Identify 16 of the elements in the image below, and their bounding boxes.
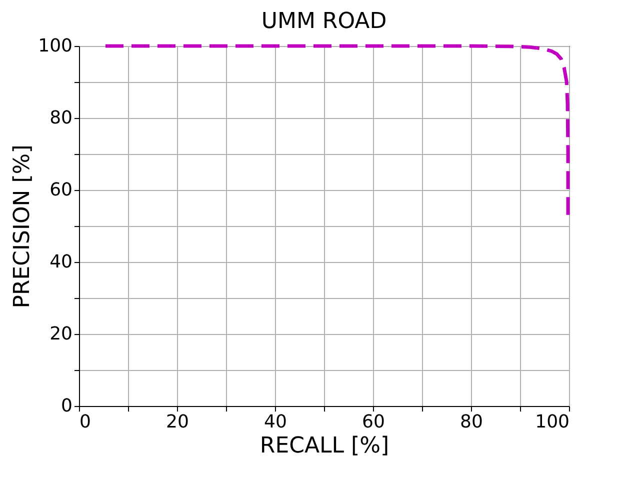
y-axis-title: PRECISION [%] <box>10 144 36 308</box>
y-tick-label: 80 <box>50 108 72 128</box>
x-tick-label: 60 <box>362 412 385 432</box>
x-tick-label: 0 <box>80 412 91 432</box>
x-tick-label: 80 <box>460 412 483 432</box>
x-tick-label: 100 <box>535 412 570 432</box>
y-tick-label: 40 <box>50 252 72 272</box>
line-series <box>104 44 570 217</box>
x-axis-title: RECALL [%] <box>260 434 390 458</box>
y-tick-label: 0 <box>61 396 72 416</box>
chart-title: UMM ROAD <box>261 9 387 34</box>
x-tick-label: 40 <box>264 412 287 432</box>
y-tick-label: 100 <box>38 36 72 56</box>
x-tick-label: 20 <box>166 412 189 432</box>
y-tick-label: 20 <box>50 324 72 344</box>
y-tick-label: 60 <box>50 180 72 200</box>
